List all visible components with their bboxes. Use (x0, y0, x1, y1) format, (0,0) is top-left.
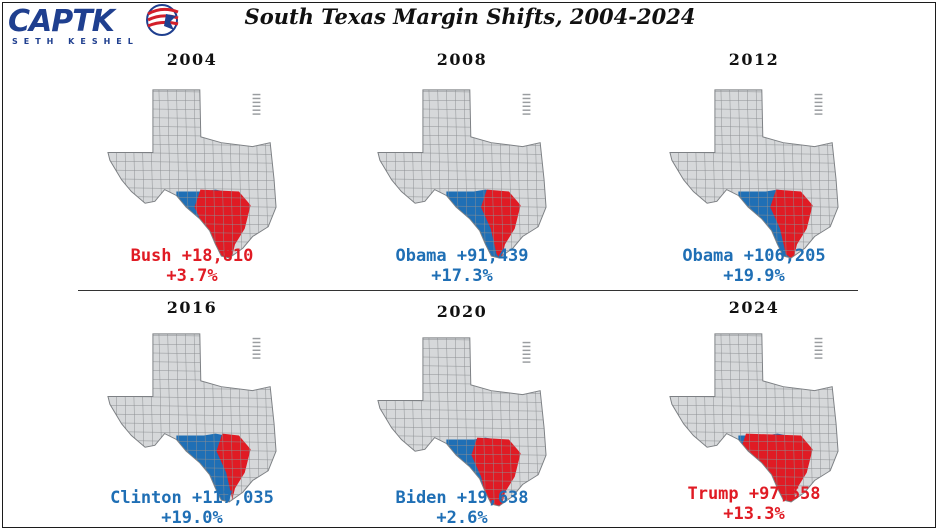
logo: CAPTK SETH KESHEL (8, 4, 188, 48)
republican-counties (471, 437, 521, 506)
margin-votes: Bush +18,810 (130, 246, 254, 266)
margin-result: Bush +18,810 +3.7% (42, 246, 342, 286)
margin-votes: Trump +97,558 (687, 484, 821, 504)
margin-result: Biden +19,638 +2.6% (312, 488, 612, 528)
margin-result: Clinton +117,035 +19.0% (42, 488, 342, 528)
texas-county-map (107, 89, 277, 259)
eagle-flag-icon (146, 4, 179, 36)
texas-outline (107, 89, 277, 258)
panel-year: 2008 (436, 50, 488, 69)
texas-county-map (669, 333, 839, 503)
texas-outline (669, 89, 839, 258)
texas-county-map (107, 333, 277, 503)
margin-votes: Biden +19,638 (395, 488, 529, 508)
republican-counties (194, 189, 251, 258)
texas-county-map (377, 89, 547, 259)
panel-year: 2004 (166, 50, 218, 69)
margin-percent: +17.3% (431, 266, 493, 286)
margin-result: Obama +91,439 +17.3% (312, 246, 612, 286)
margin-votes: Clinton +117,035 (110, 488, 274, 508)
margin-percent: +19.9% (723, 266, 785, 286)
panel-year: 2012 (728, 50, 780, 69)
logo-wordmark: CAPTK (8, 4, 115, 39)
texas-county-map (669, 89, 839, 259)
margin-result: Obama +106,205 +19.9% (604, 246, 904, 286)
margin-votes: Obama +91,439 (395, 246, 529, 266)
logo-subtitle: SETH KESHEL (12, 37, 139, 46)
margin-result: Trump +97,558 +13.3% (604, 484, 904, 524)
margin-percent: +13.3% (723, 504, 785, 524)
margin-percent: +2.6% (436, 508, 488, 528)
margin-votes: Obama +106,205 (682, 246, 826, 266)
texas-outline (107, 333, 277, 502)
republican-counties (770, 189, 813, 258)
margin-percent: +3.7% (166, 266, 218, 286)
panel-year: 2020 (436, 302, 488, 321)
texas-outline (669, 333, 839, 502)
panel-year: 2016 (166, 298, 218, 317)
texas-county-map (377, 337, 547, 507)
chart-title: South Texas Margin Shifts, 2004-2024 (244, 4, 696, 29)
margin-percent: +19.0% (161, 508, 223, 528)
row-divider (78, 290, 858, 291)
texas-outline (377, 89, 547, 258)
republican-counties (216, 433, 251, 502)
texas-outline (377, 337, 547, 506)
panel-year: 2024 (728, 298, 780, 317)
